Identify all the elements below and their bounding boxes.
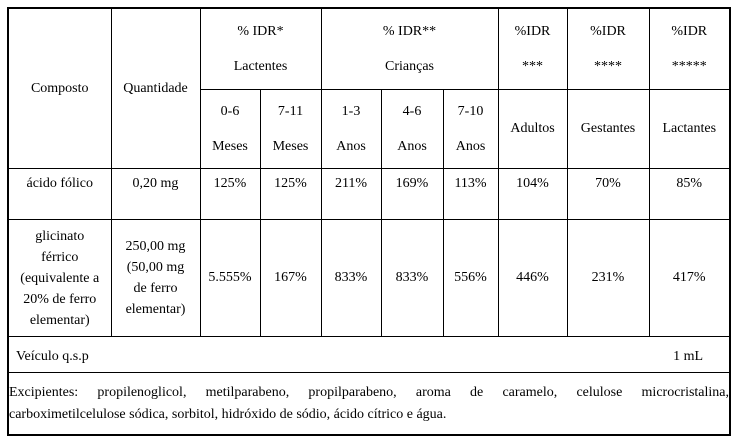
age-unit: Anos xyxy=(397,139,427,154)
table-row-excipientes: Excipientes: propilenoglicol, metilparab… xyxy=(7,372,731,436)
subheader-1-3-anos: 1-3 Anos xyxy=(320,89,382,169)
age-range: 7-10 xyxy=(457,104,484,119)
group-header-idr-lactentes: % IDR* Lactentes xyxy=(199,7,322,90)
header-cell-composto: Composto xyxy=(7,7,112,169)
group-header-idr-gestantes: %IDR **** xyxy=(566,7,650,90)
document-page: Composto Quantidade % IDR* Lactentes % I… xyxy=(7,7,732,436)
text-line: (equivalente a xyxy=(20,270,100,286)
idr-value-cell: 104% xyxy=(497,168,568,220)
vehicle-line: Veículo q.s.p 1 mL xyxy=(9,344,729,365)
group-title: %IDR xyxy=(671,24,708,39)
subheader-7-11-meses: 7-11 Meses xyxy=(259,89,322,169)
idr-value-cell: 211% xyxy=(320,168,382,220)
group-header-idr-adultos: %IDR *** xyxy=(497,7,568,90)
idr-value-cell: 556% xyxy=(442,219,499,337)
header-cell-quantidade: Quantidade xyxy=(110,7,201,169)
quantity-cell: 250,00 mg (50,00 mg de ferro elementar) xyxy=(110,219,201,337)
text-line: elementar) xyxy=(125,302,186,317)
vehicle-label: Veículo q.s.p xyxy=(16,349,89,364)
age-unit: Anos xyxy=(336,139,366,154)
subheader-adultos: Adultos xyxy=(497,89,568,169)
idr-value-cell: 417% xyxy=(648,219,731,337)
idr-value-cell: 167% xyxy=(259,219,322,337)
group-title: % IDR** xyxy=(382,24,437,39)
header-row-groups: Composto Quantidade % IDR* Lactentes % I… xyxy=(7,7,731,169)
quantity-cell: 0,20 mg xyxy=(110,168,201,220)
excipients-line-1: Excipientes: propilenoglicol, metilparab… xyxy=(9,384,730,400)
age-unit: Anos xyxy=(455,139,486,154)
group-subtitle: *** xyxy=(522,59,544,74)
group-subtitle: Lactentes xyxy=(233,59,288,74)
table-row-glicinato-ferrico: glicinato férrico (equivalente a 20% de … xyxy=(7,219,731,337)
text-line: (50,00 mg xyxy=(126,260,185,275)
group-title: %IDR xyxy=(514,24,551,39)
text-line: glicinato xyxy=(35,228,85,244)
age-range: 7-11 xyxy=(277,104,304,119)
group-header-idr-lactantes: %IDR ***** xyxy=(648,7,731,90)
text-line: férrico xyxy=(41,249,79,265)
group-title: % IDR* xyxy=(237,24,284,39)
idr-value-cell: 125% xyxy=(199,168,261,220)
text-line: de ferro xyxy=(133,281,178,296)
compound-cell: ácido fólico xyxy=(7,168,112,220)
age-unit: Meses xyxy=(212,139,248,154)
table-row-acido-folico: ácido fólico 0,20 mg 125% 125% 211% 169%… xyxy=(7,168,731,220)
age-range: 1-3 xyxy=(341,104,361,119)
age-range: 0-6 xyxy=(220,104,240,119)
idr-value-cell: 70% xyxy=(566,168,650,220)
subheader-4-6-anos: 4-6 Anos xyxy=(380,89,444,169)
excipients-cell: Excipientes: propilenoglicol, metilparab… xyxy=(7,372,731,436)
compound-cell: glicinato férrico (equivalente a 20% de … xyxy=(7,219,112,337)
idr-value-cell: 833% xyxy=(380,219,444,337)
group-title: %IDR xyxy=(590,24,626,39)
subheader-gestantes: Gestantes xyxy=(566,89,650,169)
composition-table: Composto Quantidade % IDR* Lactentes % I… xyxy=(7,7,732,436)
excipients-line-2: carboximetilcelulose sódica, sorbitol, h… xyxy=(9,406,447,422)
idr-value-cell: 85% xyxy=(648,168,731,220)
idr-value-cell: 833% xyxy=(320,219,382,337)
age-unit: Meses xyxy=(272,139,309,154)
age-range: 4-6 xyxy=(402,104,422,119)
idr-value-cell: 113% xyxy=(442,168,499,220)
group-subtitle: ***** xyxy=(671,59,707,74)
vehicle-cell: Veículo q.s.p 1 mL xyxy=(7,336,731,373)
header-row-subcolumns: 0-6 Meses 7-11 Meses 1-3 Anos 4-6 Anos 7… xyxy=(8,89,731,169)
text-line: elementar) xyxy=(29,312,90,328)
group-subtitle: **** xyxy=(594,59,623,74)
table-row-veiculo: Veículo q.s.p 1 mL xyxy=(7,336,731,373)
subheader-0-6-meses: 0-6 Meses xyxy=(199,89,261,169)
idr-value-cell: 5.555% xyxy=(199,219,261,337)
subheader-7-10-anos: 7-10 Anos xyxy=(442,89,499,169)
text-line: 250,00 mg xyxy=(125,239,186,254)
subheader-lactantes: Lactantes xyxy=(648,89,731,169)
text-line: 20% de ferro xyxy=(23,291,97,307)
idr-value-cell: 446% xyxy=(497,219,568,337)
group-subtitle: Crianças xyxy=(385,59,434,74)
idr-value-cell: 169% xyxy=(380,168,444,220)
group-header-idr-criancas: % IDR** Crianças xyxy=(320,7,499,90)
idr-value-cell: 231% xyxy=(566,219,650,337)
idr-value-cell: 125% xyxy=(259,168,322,220)
vehicle-value: 1 mL xyxy=(673,349,704,364)
